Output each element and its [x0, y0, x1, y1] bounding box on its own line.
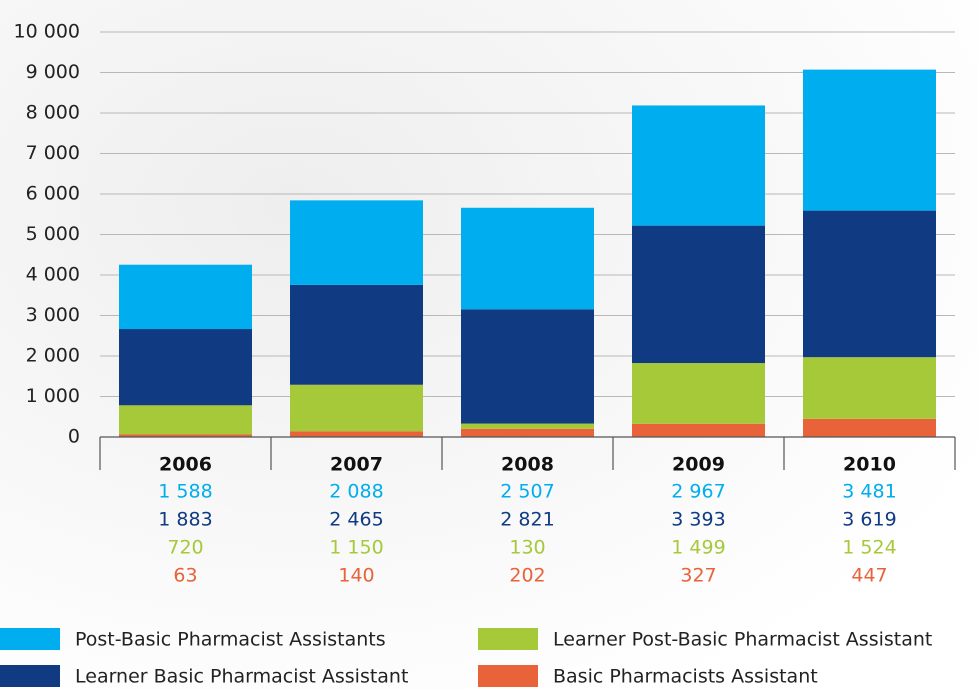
y-tick-label: 9 000 — [26, 61, 80, 83]
table-value: 63 — [173, 565, 197, 587]
bar-segment — [461, 423, 594, 429]
legend-swatch — [478, 628, 538, 650]
table-value: 2 967 — [671, 481, 725, 503]
x-tick-label: 2008 — [501, 454, 554, 476]
y-tick-label: 0 — [68, 426, 80, 448]
bar-segment — [461, 309, 594, 424]
y-tick-label: 7 000 — [26, 142, 80, 164]
legend-label: Post-Basic Pharmacist Assistants — [75, 629, 386, 651]
table-value: 202 — [509, 565, 545, 587]
bar-segment — [290, 200, 423, 285]
table-value: 1 883 — [158, 509, 212, 531]
bar-segment — [632, 225, 765, 364]
bar-segment — [119, 264, 252, 330]
table-value: 3 481 — [842, 481, 896, 503]
legend-swatch — [0, 628, 60, 650]
y-tick-label: 3 000 — [26, 304, 80, 326]
table-value: 1 499 — [671, 537, 725, 559]
table-value: 2 507 — [500, 481, 554, 503]
table-value: 447 — [851, 565, 887, 587]
legend-label: Learner Basic Pharmacist Assistant — [75, 666, 408, 688]
y-tick-label: 6 000 — [26, 183, 80, 205]
bar-segment — [632, 105, 765, 226]
legend-swatch — [0, 665, 60, 687]
y-tick-label: 4 000 — [26, 264, 80, 286]
bar-segment — [632, 363, 765, 424]
bar-segment — [803, 210, 936, 358]
bar-segment — [803, 357, 936, 419]
table-value: 720 — [167, 537, 203, 559]
bar-segment — [461, 428, 594, 437]
bar-segment — [119, 434, 252, 437]
bar-segment — [290, 384, 423, 432]
x-tick-label: 2009 — [672, 454, 725, 476]
legend-swatch — [478, 665, 538, 687]
bar-segment — [803, 69, 936, 211]
table-value: 2 465 — [329, 509, 383, 531]
table-value: 140 — [338, 565, 374, 587]
y-tick-label: 10 000 — [14, 21, 80, 43]
bar-segment — [632, 423, 765, 437]
x-tick-label: 2010 — [843, 454, 896, 476]
table-value: 2 088 — [329, 481, 383, 503]
table-value: 1 588 — [158, 481, 212, 503]
bar-segment — [290, 431, 423, 437]
y-tick-label: 8 000 — [26, 102, 80, 124]
bar-segment — [290, 284, 423, 385]
table-value: 1 150 — [329, 537, 383, 559]
y-tick-label: 5 000 — [26, 223, 80, 245]
y-tick-label: 2 000 — [26, 345, 80, 367]
table-value: 327 — [680, 565, 716, 587]
table-value: 1 524 — [842, 537, 896, 559]
bar-segment — [461, 207, 594, 310]
table-value: 2 821 — [500, 509, 554, 531]
table-value: 3 619 — [842, 509, 896, 531]
bar-segment — [119, 329, 252, 406]
bar-segment — [119, 405, 252, 435]
table-value: 3 393 — [671, 509, 725, 531]
legend-label: Learner Post-Basic Pharmacist Assistant — [553, 629, 932, 651]
x-tick-label: 2007 — [330, 454, 383, 476]
y-tick-label: 1 000 — [26, 385, 80, 407]
legend-label: Basic Pharmacists Assistant — [553, 666, 818, 688]
table-value: 130 — [509, 537, 545, 559]
bar-segment — [803, 418, 936, 437]
x-tick-label: 2006 — [159, 454, 212, 476]
